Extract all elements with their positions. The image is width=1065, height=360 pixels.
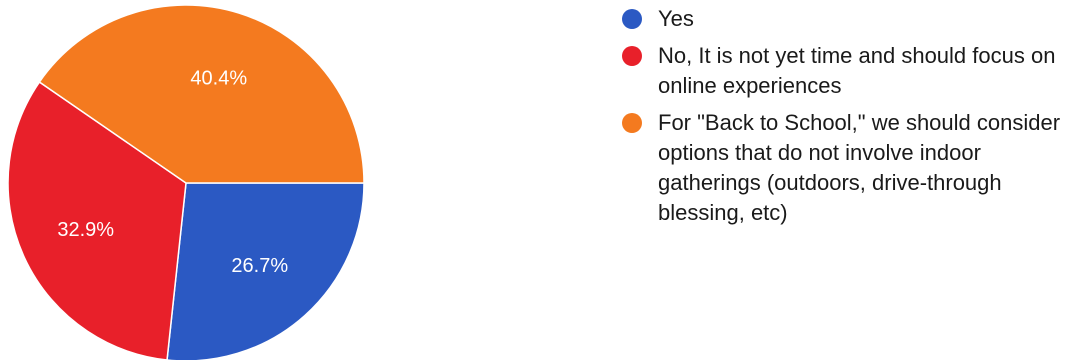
legend-item-no: No, It is not yet time and should focus … xyxy=(622,41,1062,101)
pie-slices xyxy=(7,4,365,360)
legend-swatch-back-to-school xyxy=(622,113,642,133)
pie-chart-svg: 26.7% 32.9% 40.4% xyxy=(7,4,365,360)
chart-legend: Yes No, It is not yet time and should fo… xyxy=(622,4,1062,235)
pie-slice-label-no: 32.9% xyxy=(57,219,114,241)
pie-slice-label-back-to-school: 40.4% xyxy=(190,68,247,90)
pie-slice-label-yes: 26.7% xyxy=(231,255,288,277)
legend-swatch-no xyxy=(622,46,642,66)
pie-chart: 26.7% 32.9% 40.4% xyxy=(7,4,365,360)
pie-slice-back-to-school xyxy=(38,4,365,184)
pie-slice-yes xyxy=(166,182,365,360)
legend-swatch-yes xyxy=(622,9,642,29)
legend-item-back-to-school: For "Back to School," we should consider… xyxy=(622,108,1062,228)
legend-item-yes: Yes xyxy=(622,4,1062,34)
pie-slice-labels: 26.7% 32.9% 40.4% xyxy=(57,68,288,277)
pie-slice-no xyxy=(7,80,187,360)
legend-label-back-to-school: For "Back to School," we should consider… xyxy=(658,110,1061,225)
legend-label-no: No, It is not yet time and should focus … xyxy=(658,43,1056,98)
legend-label-yes: Yes xyxy=(658,6,694,31)
